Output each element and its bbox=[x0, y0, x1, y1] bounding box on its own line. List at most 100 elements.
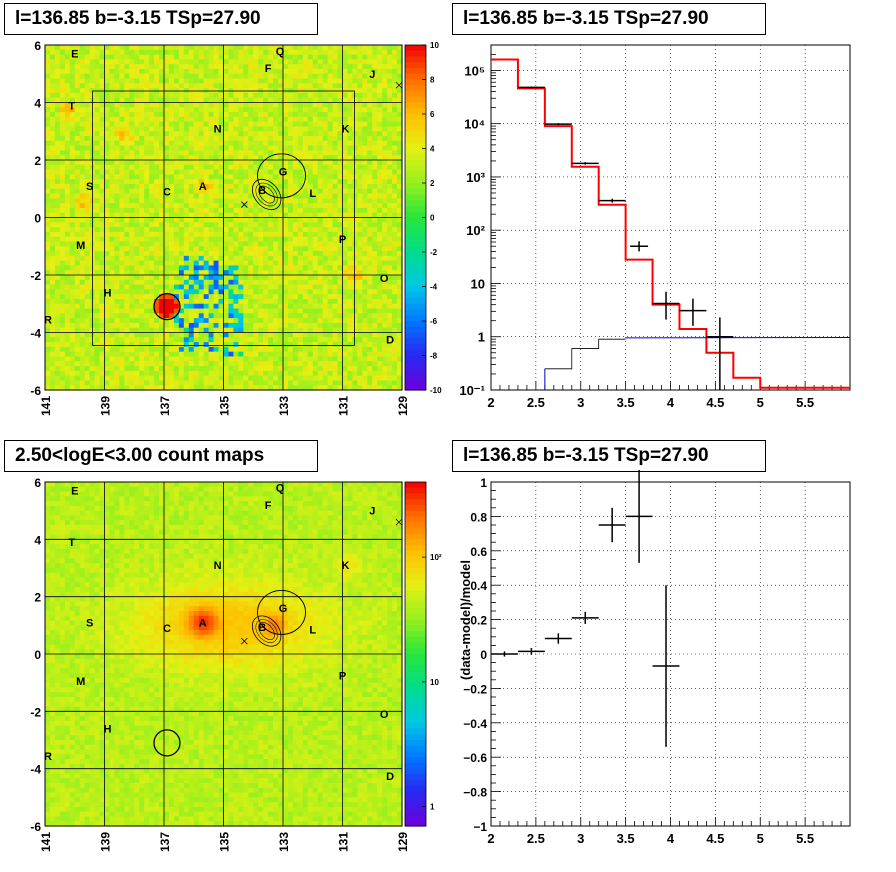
top-right-title: l=136.85 b=-3.15 TSp=27.90 bbox=[452, 3, 766, 35]
spectrum-ytick-label: 10⁴ bbox=[464, 117, 485, 132]
spectrum-xtick-label: 4 bbox=[667, 395, 675, 410]
spectrum-xtick-label: 5.5 bbox=[796, 395, 814, 410]
ts-map-contour bbox=[251, 178, 282, 211]
ts-map-source-label-p: P bbox=[339, 234, 346, 246]
bottom-left-title: 2.50<logE<3.00 count maps bbox=[4, 440, 318, 472]
spectrum-ytick-label: 10² bbox=[466, 223, 485, 238]
count-map-contour bbox=[255, 619, 278, 643]
spectrum-xtick-label: 3 bbox=[577, 395, 584, 410]
count-map-source-label-r: R bbox=[44, 751, 52, 763]
ts-map-xtick-label: 135 bbox=[218, 396, 232, 416]
count-map-ytick-label: 4 bbox=[34, 533, 41, 547]
count-map-colorbar-tick-label: 1 bbox=[430, 803, 435, 812]
count-map-xtick-label: 139 bbox=[99, 832, 113, 852]
spectrum-background-model-line bbox=[544, 338, 626, 370]
residual-ylabel: (data-model)/model bbox=[458, 560, 473, 680]
spectrum-panel bbox=[490, 44, 851, 391]
spectrum-source-model-line bbox=[544, 336, 851, 390]
residual-ytick-label: 0.6 bbox=[470, 545, 487, 559]
count-map-source-label-p: P bbox=[339, 671, 346, 683]
ts-map-source-cross bbox=[395, 81, 403, 89]
ts-map-ytick-label: 2 bbox=[34, 154, 41, 168]
ts-map-source-label-k: K bbox=[341, 123, 349, 135]
ts-map-source-label-b: B bbox=[258, 185, 266, 197]
ts-map-xtick-label: 133 bbox=[277, 396, 291, 416]
spectrum-ytick-label: 10⁵ bbox=[464, 63, 485, 78]
ts-map-roi-box bbox=[92, 90, 355, 346]
ts-map-target-circle bbox=[153, 292, 181, 321]
count-map-xtick-label: 141 bbox=[39, 832, 53, 852]
ts-map-xtick-label: 137 bbox=[158, 396, 172, 416]
ts-map-source-label-e: E bbox=[71, 49, 78, 61]
residual-ytick-label: −0.6 bbox=[463, 751, 487, 765]
count-map-source-label-e: E bbox=[71, 486, 78, 498]
count-map-colorbar bbox=[404, 481, 427, 827]
count-map-ytick-label: -4 bbox=[30, 763, 41, 777]
count-map-xtick-label: 135 bbox=[218, 832, 232, 852]
ts-map-colorbar-tick-label: 2 bbox=[430, 179, 435, 188]
ts-map-colorbar-tick-label: 6 bbox=[430, 110, 435, 119]
residual-panel bbox=[490, 469, 851, 827]
count-map-source-label-n: N bbox=[214, 560, 222, 572]
ts-map-source-label-o: O bbox=[380, 273, 389, 285]
ts-map-ytick-label: 4 bbox=[34, 97, 41, 111]
ts-map-colorbar-tick-label: 0 bbox=[430, 214, 435, 223]
ts-map-ytick-label: 6 bbox=[34, 39, 41, 53]
count-map-source-label-o: O bbox=[380, 709, 389, 721]
spectrum-xtick-label: 3.5 bbox=[617, 395, 635, 410]
top-left-title: l=136.85 b=-3.15 TSp=27.90 bbox=[4, 3, 318, 35]
residual-xtick-label: 3 bbox=[577, 831, 584, 846]
spectrum-ytick-label: 10 bbox=[471, 276, 485, 291]
count-map-ytick-label: -2 bbox=[30, 705, 41, 719]
count-map-source-label-b: B bbox=[258, 622, 266, 634]
ts-map-xtick-label: 131 bbox=[337, 396, 351, 416]
ts-map-source-label-f: F bbox=[265, 63, 272, 75]
count-map-source-label-k: K bbox=[341, 560, 349, 572]
ts-map-ytick-label: -2 bbox=[30, 269, 41, 283]
residual-ytick-label: −1 bbox=[473, 820, 487, 834]
ts-map-colorbar-tick-label: -4 bbox=[430, 283, 438, 292]
count-map-contour bbox=[251, 615, 282, 647]
ts-map-contour bbox=[258, 185, 275, 204]
residual-xtick-label: 4 bbox=[667, 831, 675, 846]
residual-ytick-label: 1 bbox=[480, 476, 487, 490]
count-map-colorbar-tick-label: 10 bbox=[430, 678, 439, 687]
count-map-source-label-a: A bbox=[199, 617, 207, 629]
ts-map-colorbar-tick-label: -2 bbox=[430, 248, 438, 257]
ts-map-xtick-label: 139 bbox=[99, 396, 113, 416]
ts-map-source-label-j: J bbox=[369, 69, 375, 81]
spectrum-total-model-line bbox=[491, 58, 850, 389]
count-map-source-label-f: F bbox=[265, 500, 272, 512]
count-map-source-label-s: S bbox=[86, 617, 93, 629]
ts-map-ytick-label: 0 bbox=[34, 212, 41, 226]
count-map-source-label-c: C bbox=[163, 623, 171, 635]
ts-map-colorbar-tick-label: 4 bbox=[430, 145, 435, 154]
ts-map-colorbar-tick-label: 10 bbox=[430, 41, 439, 50]
count-map-xtick-label: 129 bbox=[396, 832, 410, 852]
ts-map-extended-source-circle bbox=[257, 153, 306, 199]
spectrum-ytick-label: 1 bbox=[478, 330, 485, 345]
ts-map-source-label-a: A bbox=[199, 181, 207, 193]
count-map-source-cross bbox=[395, 518, 403, 526]
count-map-xtick-label: 133 bbox=[277, 832, 291, 852]
spectrum-xtick-label: 2.5 bbox=[527, 395, 545, 410]
count-map-ytick-label: 2 bbox=[34, 591, 41, 605]
residual-ytick-label: −0.8 bbox=[463, 786, 487, 800]
count-map-ytick-label: 6 bbox=[34, 476, 41, 490]
spectrum-ytick-label: 10⁻¹ bbox=[459, 383, 485, 398]
count-map-frame bbox=[44, 481, 403, 827]
ts-map-colorbar-tick-label: 8 bbox=[430, 76, 435, 85]
ts-map-colorbar-tick-label: -6 bbox=[430, 317, 438, 326]
spectrum-ytick-label: 10³ bbox=[466, 170, 485, 185]
residual-xtick-label: 3.5 bbox=[617, 831, 635, 846]
count-map-source-label-t: T bbox=[68, 537, 75, 549]
count-map-panel bbox=[44, 481, 427, 827]
count-map-ytick-label: -6 bbox=[30, 820, 41, 834]
residual-ytick-label: 0.4 bbox=[470, 579, 487, 593]
ts-map-source-label-l: L bbox=[309, 188, 316, 200]
ts-map-source-label-g: G bbox=[279, 167, 288, 179]
spectrum-xtick-label: 5 bbox=[757, 395, 764, 410]
count-map-ytick-label: 0 bbox=[34, 648, 41, 662]
count-map-xtick-label: 137 bbox=[158, 832, 172, 852]
ts-map-source-label-d: D bbox=[386, 335, 394, 347]
